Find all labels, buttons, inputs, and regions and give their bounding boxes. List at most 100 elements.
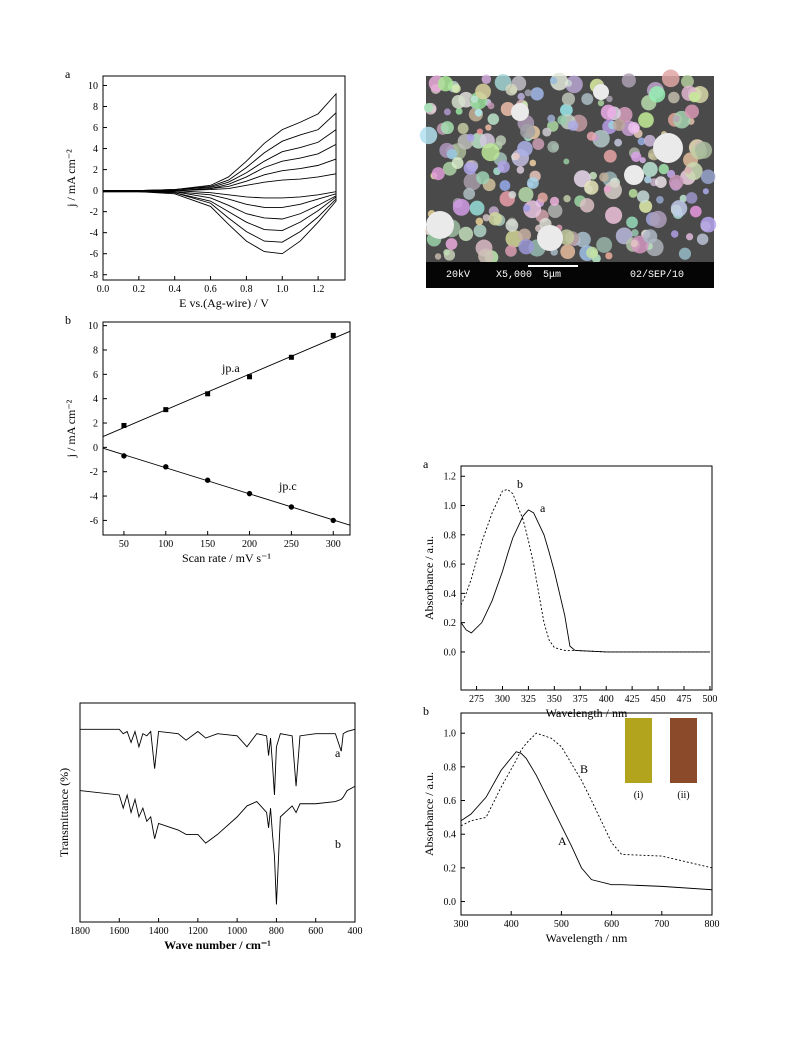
plot-frame [460,465,713,691]
panel-label: a [65,67,71,81]
color-swatch [625,718,652,783]
y-tick-label: 0.8 [444,762,457,773]
x-tick-label: 500 [702,694,717,705]
sem-grain [681,75,694,88]
x-tick-label: 1800 [70,926,90,937]
sem-grain [600,104,617,120]
sem-grain [518,238,534,255]
sem-grain [643,134,656,147]
sem-grain [672,115,680,123]
sem-grain [603,149,617,163]
sem-grain [488,211,503,226]
sem-grain [642,161,658,177]
sem-grain [567,120,579,131]
x-tick-label: 0.2 [133,284,146,295]
sem-grain [532,138,545,150]
sem-grain [524,89,532,97]
y-tick-label: -2 [90,207,98,218]
y-tick-label: 1.0 [444,729,457,740]
sem-grain [670,200,688,217]
sem-grain [694,141,713,159]
y-tick-label: 10 [88,81,98,92]
sem-grain [678,247,692,260]
sem-grain [463,161,477,175]
sem-grain [451,95,466,109]
sem-grain [656,195,664,204]
sem-grain [617,106,633,123]
sem-grain [563,158,570,165]
x-tick-label: 0.8 [240,284,253,295]
sem-date: 02/SEP/10 [630,269,684,281]
x-tick-label: 250 [284,539,299,550]
sem-grain [658,163,669,175]
sem-grain [684,104,699,119]
data-line [103,173,337,199]
sem-grain [670,230,679,238]
sem-grain [470,95,479,103]
sem-grain [547,203,563,218]
sem-grain [517,140,533,157]
y-tick-label: 0.0 [444,647,457,658]
sem-grain [579,198,595,213]
sem-grain [581,93,594,105]
swatch-label: (ii) [677,790,689,801]
point [121,422,127,428]
sem-grain [696,233,709,245]
y-tick-label: 0.4 [444,830,457,841]
sem-grain [702,188,709,195]
y-tick-label: 0.6 [444,796,457,807]
sem-grain [512,152,520,161]
y-axis-label: j / mA cm⁻² [64,399,78,458]
sem-grain [557,115,567,125]
sem-grain [637,137,646,146]
sem-cluster [593,84,609,100]
sem-grain [689,205,702,218]
sem-grain [575,231,591,248]
y-tick-label: -8 [90,270,98,281]
sem-grain [487,102,495,110]
sem-grain [561,92,576,106]
x-tick-label: 800 [705,919,720,930]
sem-grain [586,246,599,259]
color-swatch [670,718,697,783]
sem-cluster [537,225,563,251]
x-tick-label: 0.0 [97,284,110,295]
sem-image: 20kV X5,000 5μm 02/SEP/10 [419,69,717,288]
sem-grain [584,180,599,195]
x-tick-label: 1200 [188,926,208,937]
sem-grain [458,226,474,242]
sem-grain [644,175,652,184]
sem-grain [560,103,573,117]
y-tick-label: 8 [93,102,98,113]
plot-frame [102,75,346,281]
sem-grain [596,236,613,253]
sem-grain [630,239,639,248]
sem-grain [648,86,666,103]
sem-grain [482,214,490,222]
sem-grain [605,252,613,260]
x-tick-label: 450 [651,694,666,705]
y-tick-label: 0.6 [444,560,457,571]
y-tick-label: 0.4 [444,589,457,600]
sem-grain [437,76,454,92]
sem-grain [469,200,485,216]
point [247,374,253,380]
sem-magnification: X5,000 [496,270,532,281]
fit-line [102,447,351,526]
sem-grain [497,160,510,173]
sem-grain [631,229,639,237]
sem-grain [649,210,667,229]
sem-grain [452,198,470,216]
sem-grain [423,103,434,113]
sem-grain [487,113,500,125]
sem-scale: 5μm [543,270,561,281]
sem-grain [605,206,623,224]
sem-grain [688,91,700,103]
plot-frame [102,321,351,536]
x-tick-label: 400 [504,919,519,930]
point [288,354,294,360]
data-line [79,785,356,905]
x-tick-label: 1.0 [276,284,289,295]
sem-grain [589,171,597,180]
